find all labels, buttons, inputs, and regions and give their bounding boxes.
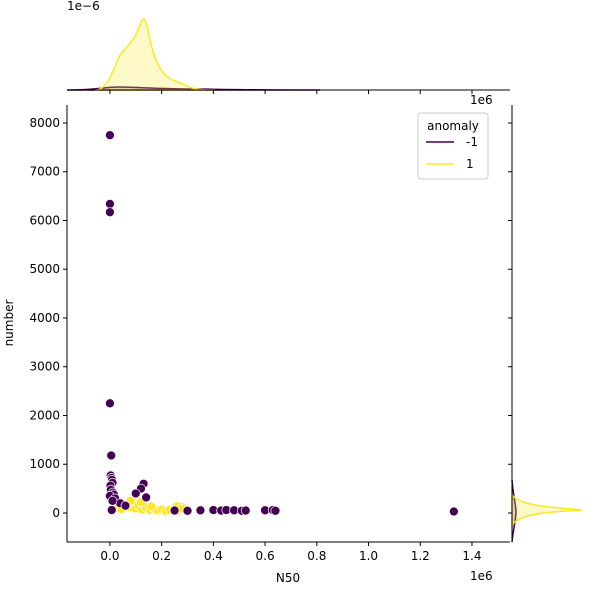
point bbox=[195, 505, 206, 516]
y-label: number bbox=[2, 300, 16, 347]
x-tick-label: 1.0 bbox=[359, 549, 378, 563]
y-tick-label: 4000 bbox=[29, 311, 60, 325]
point bbox=[270, 505, 281, 516]
x-label: N50 bbox=[276, 571, 300, 585]
legend-box bbox=[417, 112, 489, 180]
x-tick-label: 0.6 bbox=[256, 549, 275, 563]
legend-title: anomaly bbox=[427, 119, 479, 133]
top-kde-yellow bbox=[94, 18, 216, 91]
point bbox=[107, 495, 118, 506]
legend-label: -1 bbox=[466, 135, 478, 149]
point bbox=[120, 500, 131, 511]
point bbox=[105, 130, 115, 141]
x-tick-label: 0.4 bbox=[204, 549, 223, 563]
point bbox=[182, 505, 193, 516]
top-offset: 1e−6 bbox=[67, 0, 100, 13]
point bbox=[130, 488, 141, 499]
point bbox=[105, 207, 115, 218]
y-tick-label: 1000 bbox=[29, 457, 60, 471]
point bbox=[169, 505, 180, 516]
right-kde-yellow bbox=[511, 492, 583, 528]
point bbox=[106, 450, 117, 461]
legend-label: 1 bbox=[466, 157, 474, 171]
x-tick-label: 1.2 bbox=[411, 549, 430, 563]
x-offset: 1e6 bbox=[470, 569, 493, 583]
right-offset: 1e6 bbox=[470, 93, 493, 107]
point bbox=[105, 398, 115, 409]
y-tick-label: 0 bbox=[52, 506, 60, 520]
point bbox=[105, 199, 115, 209]
point bbox=[240, 505, 251, 516]
point bbox=[146, 501, 157, 512]
x-tick-label: 0.2 bbox=[152, 549, 171, 563]
y-tick-label: 6000 bbox=[29, 213, 60, 227]
point bbox=[141, 492, 151, 503]
point bbox=[449, 506, 459, 517]
x-tick-label: 0.8 bbox=[307, 549, 326, 563]
y-tick-label: 3000 bbox=[29, 360, 60, 374]
x-tick-label: 0.0 bbox=[100, 549, 119, 563]
y-tick-label: 5000 bbox=[29, 262, 60, 276]
y-tick-label: 8000 bbox=[29, 116, 60, 130]
y-tick-label: 7000 bbox=[29, 165, 60, 179]
point bbox=[106, 505, 117, 515]
y-tick-label: 2000 bbox=[29, 408, 60, 422]
x-tick-label: 1.4 bbox=[462, 549, 481, 563]
